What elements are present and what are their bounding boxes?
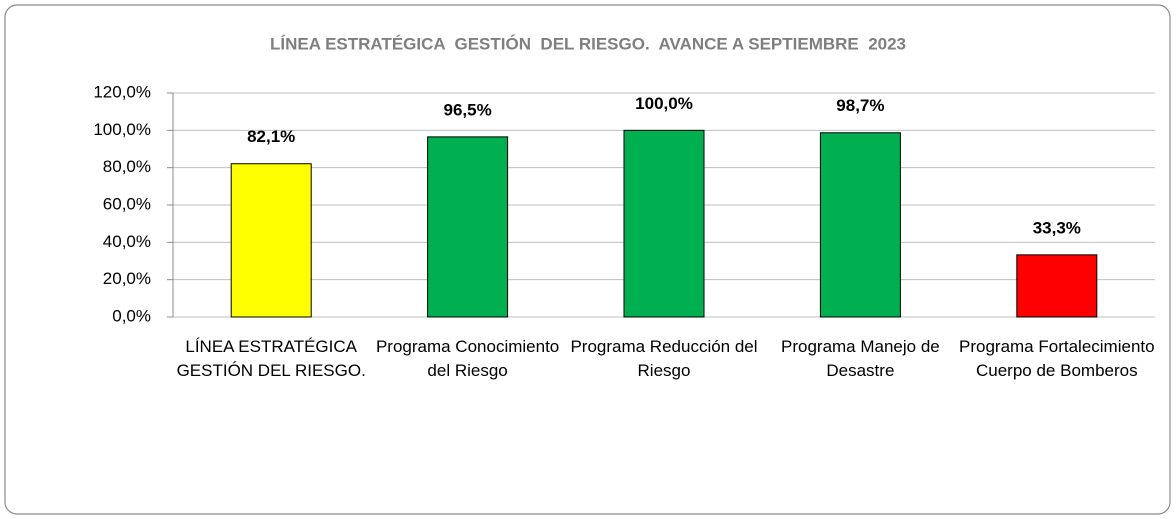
data-label: 96,5% xyxy=(443,100,491,119)
y-tick-label: 80,0% xyxy=(103,157,151,176)
data-label: 100,0% xyxy=(635,94,693,113)
data-label: 33,3% xyxy=(1033,218,1081,237)
y-tick-label: 120,0% xyxy=(93,82,151,101)
bar xyxy=(623,129,705,318)
y-tick-label: 60,0% xyxy=(103,194,151,213)
x-tick-label: Programa Manejo de Desastre xyxy=(781,337,940,380)
bar xyxy=(819,132,901,318)
chart-title: LÍNEA ESTRATÉGICA GESTIÓN DEL RIESGO. AV… xyxy=(270,34,906,53)
y-tick-label: 0,0% xyxy=(112,306,151,325)
y-tick-label: 40,0% xyxy=(103,232,151,251)
bar xyxy=(1016,254,1098,318)
bar xyxy=(427,136,509,318)
bar xyxy=(230,163,312,318)
data-label: 98,7% xyxy=(836,96,884,115)
x-tick-label: Programa Conocimiento del Riesgo xyxy=(375,337,560,380)
data-label: 82,1% xyxy=(247,127,295,146)
x-tick-label: LÍNEA ESTRATÉGICA GESTIÓN DEL RIESGO. xyxy=(176,337,366,380)
x-tick-label: Programa Fortalecimiento Cuerpo de Bombe… xyxy=(959,337,1155,380)
y-tick-label: 20,0% xyxy=(103,269,151,288)
x-tick-label: Programa Reducción del Riesgo xyxy=(570,337,758,380)
y-tick-label: 100,0% xyxy=(93,120,151,139)
chart-border xyxy=(4,4,1171,515)
